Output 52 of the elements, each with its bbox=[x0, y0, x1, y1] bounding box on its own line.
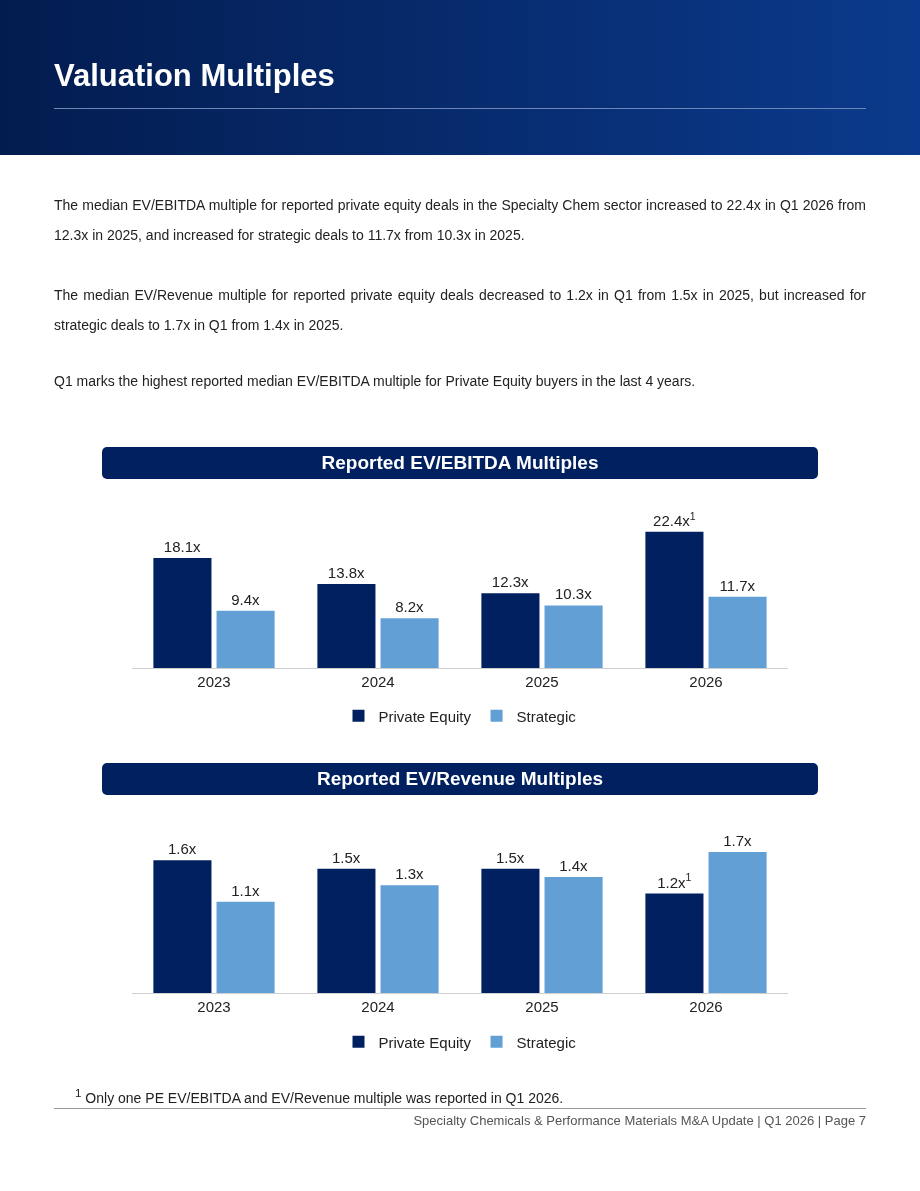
legend-label: Strategic bbox=[516, 707, 577, 725]
x-tick-label: 2026 bbox=[689, 998, 723, 1015]
x-tick-label: 2024 bbox=[361, 673, 395, 690]
data-label: 13.8x bbox=[327, 564, 366, 582]
bar bbox=[317, 868, 376, 993]
data-label: 22.4x$^{1}$ bbox=[653, 509, 696, 529]
data-label: 11.7x bbox=[719, 576, 756, 594]
text: The median EV/EBITDA multiple for reported private equity deals in the Specialty Chem sector increased to 22.4x in Q1 2026 from 12.3x in 2025, and increased for strategic deals to 11.7x from 10.3x in 2025. bbox=[54, 196, 866, 245]
text: Valuation Multiples bbox=[54, 58, 335, 94]
x-tick-label: 2026 bbox=[689, 673, 723, 690]
data-label: 9.4x bbox=[231, 590, 260, 608]
bar bbox=[708, 852, 767, 993]
text: $^{1}$ Only one PE EV/EBITDA and EV/Revenue multiple was reported in Q1 2026. bbox=[75, 1086, 564, 1106]
text: The median EV/Revenue multiple for reported private equity deals decreased to 1.2x in Q1 from 1.5x in 2025, but increased for strategic deals to 1.7x in Q1 from 1.4x in 2025. bbox=[54, 286, 866, 335]
bar bbox=[216, 610, 275, 668]
data-label: 1.5x bbox=[332, 848, 361, 866]
bar bbox=[645, 893, 704, 993]
x-tick-label: 2025 bbox=[525, 673, 559, 690]
data-label: 18.1x bbox=[163, 537, 202, 555]
bar bbox=[481, 593, 540, 668]
bar bbox=[380, 885, 439, 993]
legend-label: Private Equity bbox=[378, 707, 472, 725]
x-tick-label: 2024 bbox=[361, 998, 395, 1015]
bar bbox=[380, 618, 439, 668]
text: Specialty Chemicals & Performance Materials M&A Update | Q1 2026 | Page 7 bbox=[413, 1113, 866, 1128]
data-label: 10.3x bbox=[554, 585, 593, 603]
x-tick-label: 2025 bbox=[525, 998, 559, 1015]
bar bbox=[544, 605, 603, 668]
data-label: 1.5x bbox=[496, 848, 525, 866]
bar bbox=[216, 901, 275, 993]
text: Q1 marks the highest reported median EV/EBITDA multiple for Private Equity buyers in the last 4 years. bbox=[54, 372, 697, 391]
legend-label: Private Equity bbox=[378, 1033, 472, 1051]
data-label: 1.1x bbox=[231, 881, 260, 899]
x-tick-label: 2023 bbox=[197, 998, 231, 1015]
bar bbox=[153, 557, 212, 668]
data-label: 1.4x bbox=[559, 856, 588, 874]
bar bbox=[708, 596, 767, 668]
bar bbox=[481, 868, 540, 993]
bar bbox=[317, 584, 376, 668]
bar bbox=[153, 860, 212, 993]
data-label: 8.2x bbox=[395, 598, 424, 616]
data-label: 1.3x bbox=[395, 865, 424, 883]
data-label: 1.2x$^{1}$ bbox=[657, 871, 692, 891]
chart-title: Reported EV/EBITDA Multiples bbox=[102, 447, 818, 479]
data-label: 1.7x bbox=[723, 832, 752, 850]
bar bbox=[544, 876, 603, 993]
data-label: 1.6x bbox=[168, 840, 197, 858]
chart-title: Reported EV/Revenue Multiples bbox=[102, 763, 818, 795]
bar bbox=[645, 531, 704, 668]
legend-label: Strategic bbox=[516, 1033, 577, 1051]
x-tick-label: 2023 bbox=[197, 673, 231, 690]
data-label: 12.3x bbox=[491, 573, 530, 591]
